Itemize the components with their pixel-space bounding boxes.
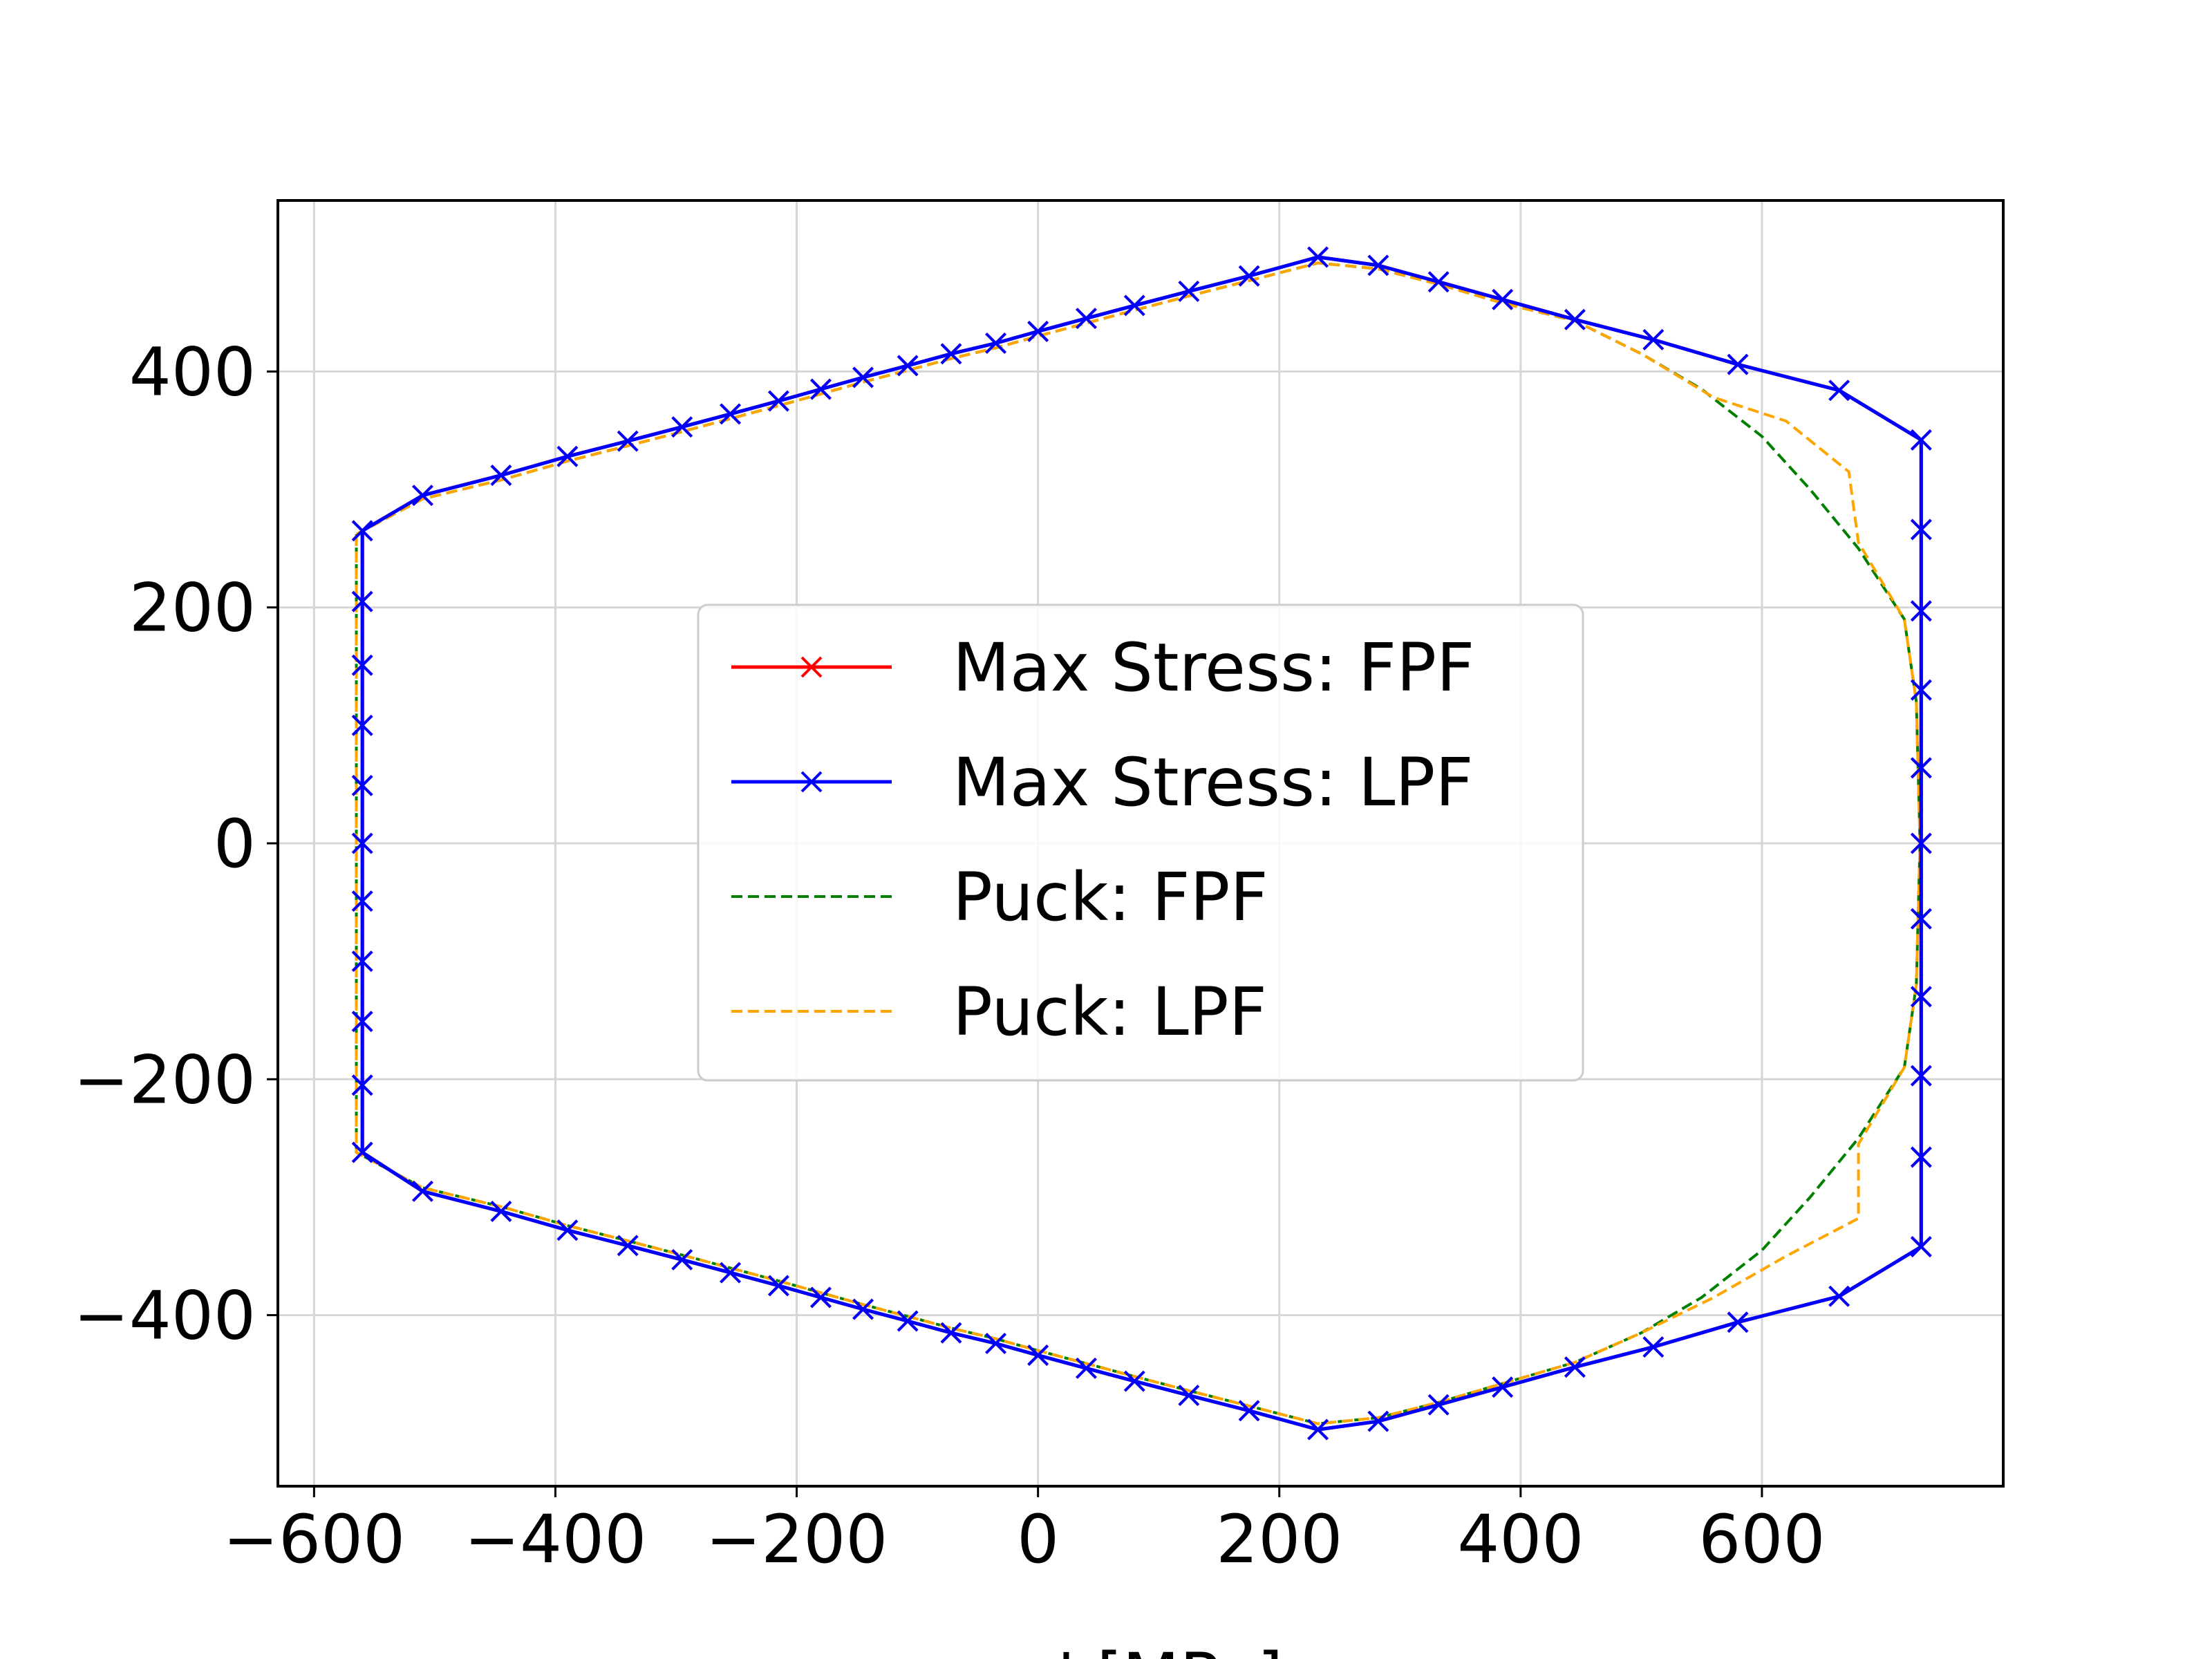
data-point [351,890,373,912]
series-max-stress-lpf [351,246,1932,1441]
data-point [671,1248,693,1271]
data-point [852,1298,874,1320]
y-tick-label: 200 [129,570,256,647]
legend-label: Puck: FPF [953,859,1268,936]
data-point [351,714,373,736]
data-point [1727,353,1749,375]
data-point [1492,1376,1514,1398]
data-point [1727,1311,1749,1333]
data-point [1910,757,1932,779]
series-line [355,261,1922,1425]
data-point [767,1275,789,1297]
data-point [1910,908,1932,930]
data-point [1828,379,1850,402]
data-point [1564,308,1586,330]
data-point [1910,832,1932,854]
data-point [1076,1357,1097,1379]
data-point [1076,308,1097,330]
data-point [940,1322,962,1344]
data-point [1307,1418,1329,1441]
y-tick-label: 0 [214,805,256,883]
series-puck-lpf [355,261,1922,1425]
data-point [1910,986,1932,1008]
data-point [1238,1400,1260,1422]
legend-label: Puck: LPF [953,973,1267,1051]
data-point [490,465,512,487]
legend: Max Stress: FPF Max Stress: LPF Puck: FPF P… [697,603,1584,1082]
data-point [351,774,373,796]
data-point [1307,246,1329,268]
data-point [1427,271,1450,293]
data-point [351,1074,373,1096]
data-point [1642,1336,1665,1358]
data-point [617,1235,639,1257]
data-point [556,445,579,467]
data-point [351,520,373,542]
data-point [897,355,919,377]
data-point [1910,518,1932,541]
data-point [1910,679,1932,701]
data-point [1238,265,1260,287]
data-point [1910,1236,1932,1258]
data-point [617,430,639,452]
data-point [767,390,789,412]
data-point [1910,1065,1932,1087]
data-point [1123,1370,1145,1392]
data-point [351,832,373,854]
legend-marker [800,656,823,678]
data-point [1178,280,1200,302]
plot-series [351,246,1932,1441]
x-tick-label: 400 [1457,1501,1584,1578]
data-point [351,1141,373,1163]
data-point [1427,1394,1450,1416]
data-point [1492,288,1514,310]
data-point [490,1200,512,1222]
x-tick-label: 0 [1017,1501,1059,1578]
data-point [1910,600,1932,622]
x-axis-title: σ_x' [MPa] [943,1639,1284,1659]
data-point [720,1262,741,1284]
data-point [1828,1285,1850,1307]
axis-ticks: −600 −400 −200 0 200 400 600 −400 −200 0 200 400 [73,333,1825,1578]
data-point [1027,1344,1049,1367]
data-point [556,1219,579,1241]
data-point [810,378,832,400]
y-tick-label: −400 [73,1277,256,1355]
data-point [897,1310,919,1332]
data-point [412,485,433,507]
data-point [985,332,1006,354]
data-point [810,1286,832,1309]
legend-label: Max Stress: LPF [953,744,1473,821]
data-point [1027,320,1049,342]
x-tick-label: −200 [706,1501,888,1578]
legend-marker [800,771,823,793]
data-point [351,1011,373,1033]
x-tick-label: −400 [465,1501,647,1578]
data-point [412,1180,433,1202]
data-point [1178,1385,1200,1407]
data-point [351,654,373,676]
x-tick-label: 200 [1216,1501,1342,1578]
x-tick-label: 600 [1698,1501,1825,1578]
data-point [1123,294,1145,317]
data-point [1910,1146,1932,1168]
x-tick-label: −600 [223,1501,406,1578]
data-point [852,366,874,388]
y-tick-label: 400 [129,333,256,411]
data-point [940,343,962,365]
data-point [720,403,741,425]
data-point [1910,429,1932,451]
data-point [1367,1410,1389,1432]
data-point [1367,254,1389,276]
y-tick-label: −200 [73,1041,256,1118]
data-point [351,950,373,973]
data-point [351,590,373,612]
legend-frame [697,603,1584,1082]
data-point [1564,1356,1586,1378]
data-point [671,416,693,438]
legend-label: Max Stress: FPF [953,629,1474,706]
data-point [1642,328,1665,350]
data-point [985,1333,1006,1354]
